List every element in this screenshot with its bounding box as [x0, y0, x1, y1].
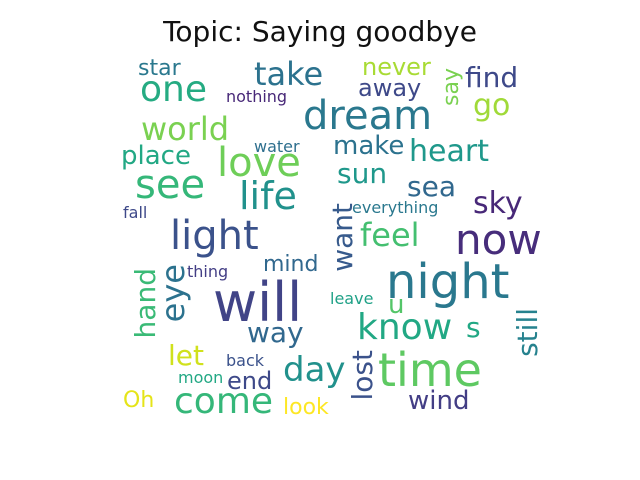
word-hand: hand: [129, 268, 162, 339]
word-world: world: [141, 110, 230, 148]
word-moon: moon: [178, 368, 224, 387]
word-sun: sun: [337, 157, 388, 190]
word-way: way: [247, 316, 304, 349]
word-see: see: [135, 162, 206, 208]
word-end: end: [227, 367, 273, 395]
word-feel: feel: [360, 216, 420, 254]
word-still: still: [511, 308, 544, 357]
word-u: u: [388, 290, 405, 320]
word-everything: everything: [352, 198, 439, 217]
word-now: now: [455, 215, 542, 264]
word-come: come: [174, 381, 274, 422]
word-look: look: [283, 395, 329, 420]
word-know: know: [357, 307, 453, 348]
word-go: go: [473, 88, 511, 123]
word-s: s: [466, 311, 481, 344]
word-night: night: [386, 254, 510, 310]
word-mind: mind: [263, 252, 319, 277]
word-lost: lost: [346, 350, 379, 401]
word-dream: dream: [303, 93, 433, 139]
word-wind: wind: [408, 386, 470, 416]
word-day: day: [283, 350, 346, 390]
word-heart: heart: [409, 134, 489, 169]
word-place: place: [121, 141, 191, 171]
word-thing: thing: [187, 262, 229, 281]
word-sky: sky: [473, 186, 523, 221]
word-say: say: [439, 68, 464, 106]
word-life: life: [239, 174, 297, 218]
word-will: will: [213, 271, 303, 334]
word-take: take: [254, 55, 324, 93]
figure-title: Topic: Saying goodbye: [163, 15, 477, 48]
word-never: never: [362, 53, 431, 81]
word-sea: sea: [407, 170, 456, 203]
word-oh: Oh: [123, 388, 155, 413]
word-star: star: [138, 56, 181, 81]
word-let: let: [168, 339, 204, 372]
word-one: one: [140, 69, 207, 110]
word-time: time: [378, 343, 482, 397]
word-back: back: [226, 351, 265, 370]
word-water: water: [254, 137, 300, 156]
word-love: love: [217, 140, 301, 186]
word-nothing: nothing: [226, 87, 288, 106]
word-light: light: [170, 213, 259, 259]
word-fall: fall: [123, 203, 148, 222]
word-make: make: [333, 131, 405, 161]
word-leave: leave: [330, 289, 374, 308]
word-find: find: [465, 61, 519, 94]
word-away: away: [358, 74, 422, 102]
